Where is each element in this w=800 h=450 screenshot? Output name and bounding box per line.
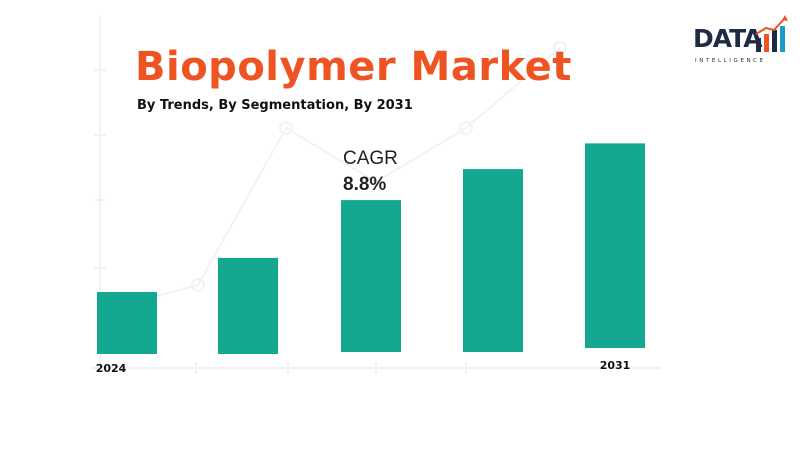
cagr-value: 8.8%	[343, 174, 387, 195]
bar-5	[585, 143, 645, 348]
x-tick-label: 2031	[600, 359, 631, 372]
logo-bars-icon	[755, 15, 788, 52]
cagr-label: CAGR	[343, 148, 398, 169]
chart-subtitle: By Trends, By Segmentation, By 2031	[137, 98, 413, 113]
datam-intelligence-logo: DATA INTELLIGENCE	[690, 14, 790, 72]
bar-2	[218, 257, 278, 354]
x-tick-label: 2024	[96, 362, 127, 375]
bar-1	[97, 292, 157, 354]
bar-4	[463, 169, 523, 352]
bar-3	[341, 200, 401, 352]
logo-tagline: INTELLIGENCE	[695, 58, 766, 64]
chart-title: Biopolymer Market	[135, 44, 572, 90]
logo-wordmark: DATA	[693, 24, 763, 53]
